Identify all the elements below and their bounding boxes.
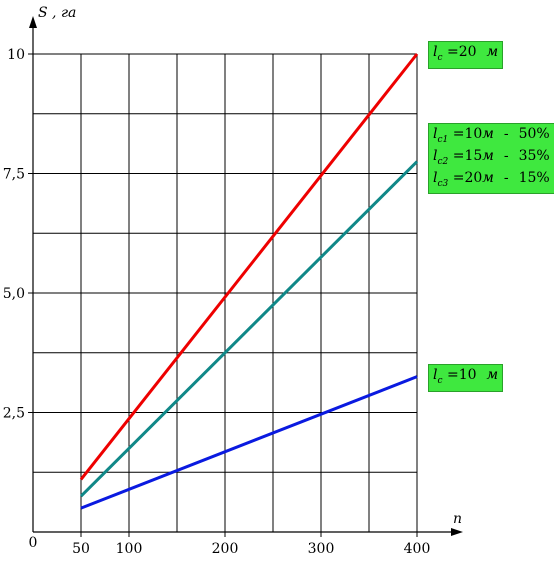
legend-l-symbol: l <box>433 169 438 186</box>
y-tick-label: 5,0 <box>3 286 25 302</box>
legend-l-symbol: l <box>433 126 438 142</box>
legend-lc-10: lс =10 м <box>428 364 504 392</box>
legend-row: lс3 =20м -15% <box>433 170 550 192</box>
legend-row: lс =10 м <box>433 367 498 389</box>
legend-mixed-lengths: lс1 =10м -50% lс2 =15м -35% lс3 =20м -15% <box>428 123 554 195</box>
legend-l-symbol: l <box>433 367 438 383</box>
series-line-2 <box>79 160 419 498</box>
legend-value: =10 <box>448 126 483 142</box>
legend-l-symbol: l <box>433 44 438 60</box>
legend-row: lс2 =15м -35% <box>433 148 550 170</box>
legend-subscript: с <box>437 375 443 386</box>
x-tick-label: 100 <box>116 541 143 557</box>
legend-l-symbol: l <box>433 147 438 164</box>
series-lines <box>79 53 419 510</box>
series-line-3 <box>80 375 418 510</box>
y-tick-label: 2,5 <box>3 406 25 422</box>
axes <box>29 16 463 536</box>
legend-unit: м <box>482 169 494 186</box>
legend-unit: м <box>486 367 499 383</box>
legend-unit: м <box>486 44 499 60</box>
legend-share: 35% <box>518 147 550 164</box>
x-tick-label: 200 <box>212 541 239 557</box>
legend-value: =10 <box>442 367 477 383</box>
series-line-1 <box>79 53 419 481</box>
grid <box>33 53 418 532</box>
legend-separator: - <box>503 126 509 142</box>
legend-row: lс1 =10м -50% <box>433 126 550 148</box>
legend-subscript: с3 <box>437 178 449 189</box>
legend-subscript: с <box>437 52 443 63</box>
legend-separator: - <box>503 147 509 164</box>
y-tick-label: 7,5 <box>3 167 25 183</box>
legend-value: =20 <box>448 169 483 186</box>
legend-subscript: с2 <box>437 156 449 167</box>
x-tick-label: 400 <box>404 541 431 557</box>
x-axis-arrow <box>451 528 463 536</box>
legend-share: 50% <box>518 126 550 142</box>
legend-value: =20 <box>442 44 477 60</box>
x-axis-label: n <box>453 511 462 527</box>
legend-separator: - <box>503 169 509 186</box>
legend-lc-20: lс =20 м <box>428 41 504 69</box>
y-axis-label: S , га <box>38 5 76 21</box>
legend-unit: м <box>482 147 494 164</box>
legend-value: =15 <box>448 147 483 164</box>
x-tick-label: 50 <box>72 541 90 557</box>
origin-label: 0 <box>29 535 38 551</box>
legend-unit: м <box>482 126 494 142</box>
legend-row: lс =20 м <box>433 44 498 66</box>
y-axis-arrow <box>29 16 37 28</box>
x-tick-label: 300 <box>308 541 335 557</box>
y-tick-label: 10 <box>7 47 25 63</box>
legend-subscript: с1 <box>437 134 449 145</box>
legend-share: 15% <box>518 169 550 186</box>
